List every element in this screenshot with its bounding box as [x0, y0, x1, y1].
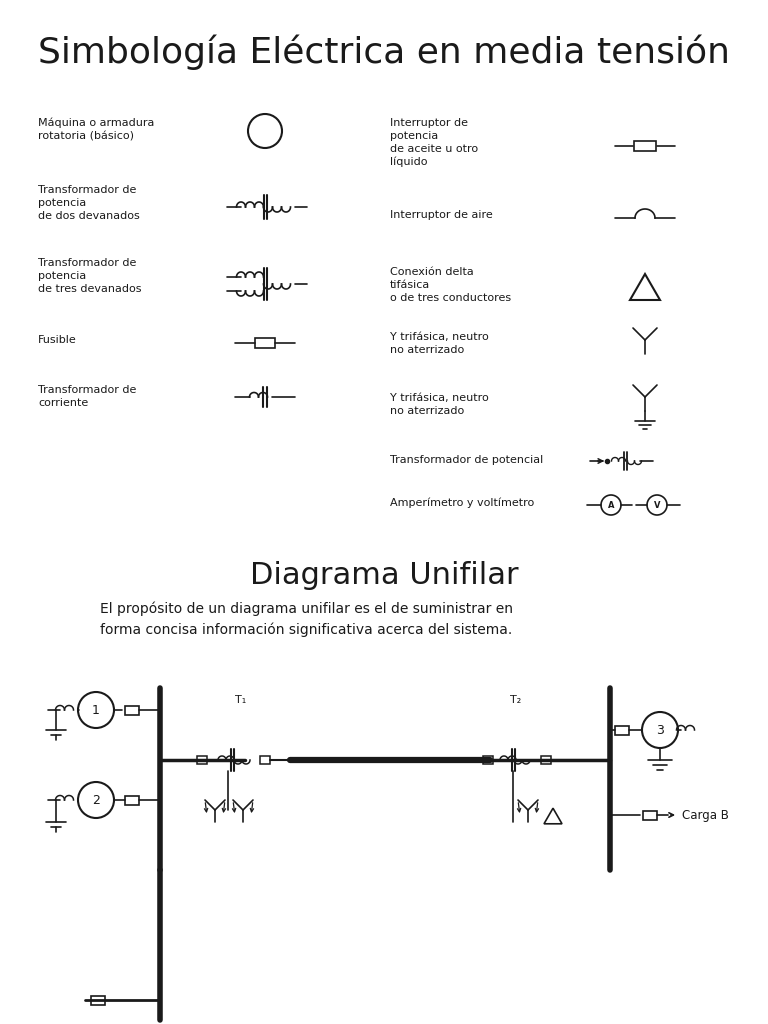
Bar	[615, 725, 629, 734]
Text: Transformador de
corriente: Transformador de corriente	[38, 385, 137, 408]
Text: Conexión delta
tifásica
o de tres conductores: Conexión delta tifásica o de tres conduc…	[390, 267, 511, 303]
Text: Diagrama Unifilar: Diagrama Unifilar	[250, 560, 518, 590]
Bar	[197, 756, 207, 764]
Text: 1: 1	[92, 703, 100, 717]
Text: Amperímetro y voltímetro: Amperímetro y voltímetro	[390, 497, 535, 508]
Bar	[255, 338, 275, 348]
Text: Interruptor de
potencia
de aceite u otro
líquido: Interruptor de potencia de aceite u otro…	[390, 118, 478, 167]
Bar	[260, 756, 270, 764]
Text: Interruptor de aire: Interruptor de aire	[390, 210, 493, 220]
Bar	[125, 706, 139, 715]
Text: V: V	[654, 501, 660, 510]
Text: Transformador de
potencia
de tres devanados: Transformador de potencia de tres devana…	[38, 258, 141, 294]
Bar	[541, 756, 551, 764]
Text: Y trifásica, neutro
no aterrizado: Y trifásica, neutro no aterrizado	[390, 393, 488, 416]
Text: Transformador de potencial: Transformador de potencial	[390, 455, 543, 465]
Text: T₂: T₂	[510, 695, 521, 705]
Bar	[91, 995, 105, 1005]
Text: Máquina o armadura
rotatoria (básico): Máquina o armadura rotatoria (básico)	[38, 118, 154, 141]
Text: El propósito de un diagrama unifilar es el de suministrar en
forma concisa infor: El propósito de un diagrama unifilar es …	[100, 602, 513, 637]
Text: T₁: T₁	[235, 695, 247, 705]
Text: 3: 3	[656, 724, 664, 736]
Text: Carga B: Carga B	[682, 809, 729, 821]
Bar	[643, 811, 657, 819]
Bar	[483, 756, 493, 764]
Text: Fusible: Fusible	[38, 335, 77, 345]
Text: Y trifásica, neutro
no aterrizado: Y trifásica, neutro no aterrizado	[390, 332, 488, 354]
Text: 2: 2	[92, 794, 100, 807]
Bar	[125, 796, 139, 805]
Text: Simbología Eléctrica en media tensión: Simbología Eléctrica en media tensión	[38, 34, 730, 70]
Bar	[634, 141, 656, 151]
Text: A: A	[607, 501, 614, 510]
Text: Transformador de
potencia
de dos devanados: Transformador de potencia de dos devanad…	[38, 185, 140, 220]
